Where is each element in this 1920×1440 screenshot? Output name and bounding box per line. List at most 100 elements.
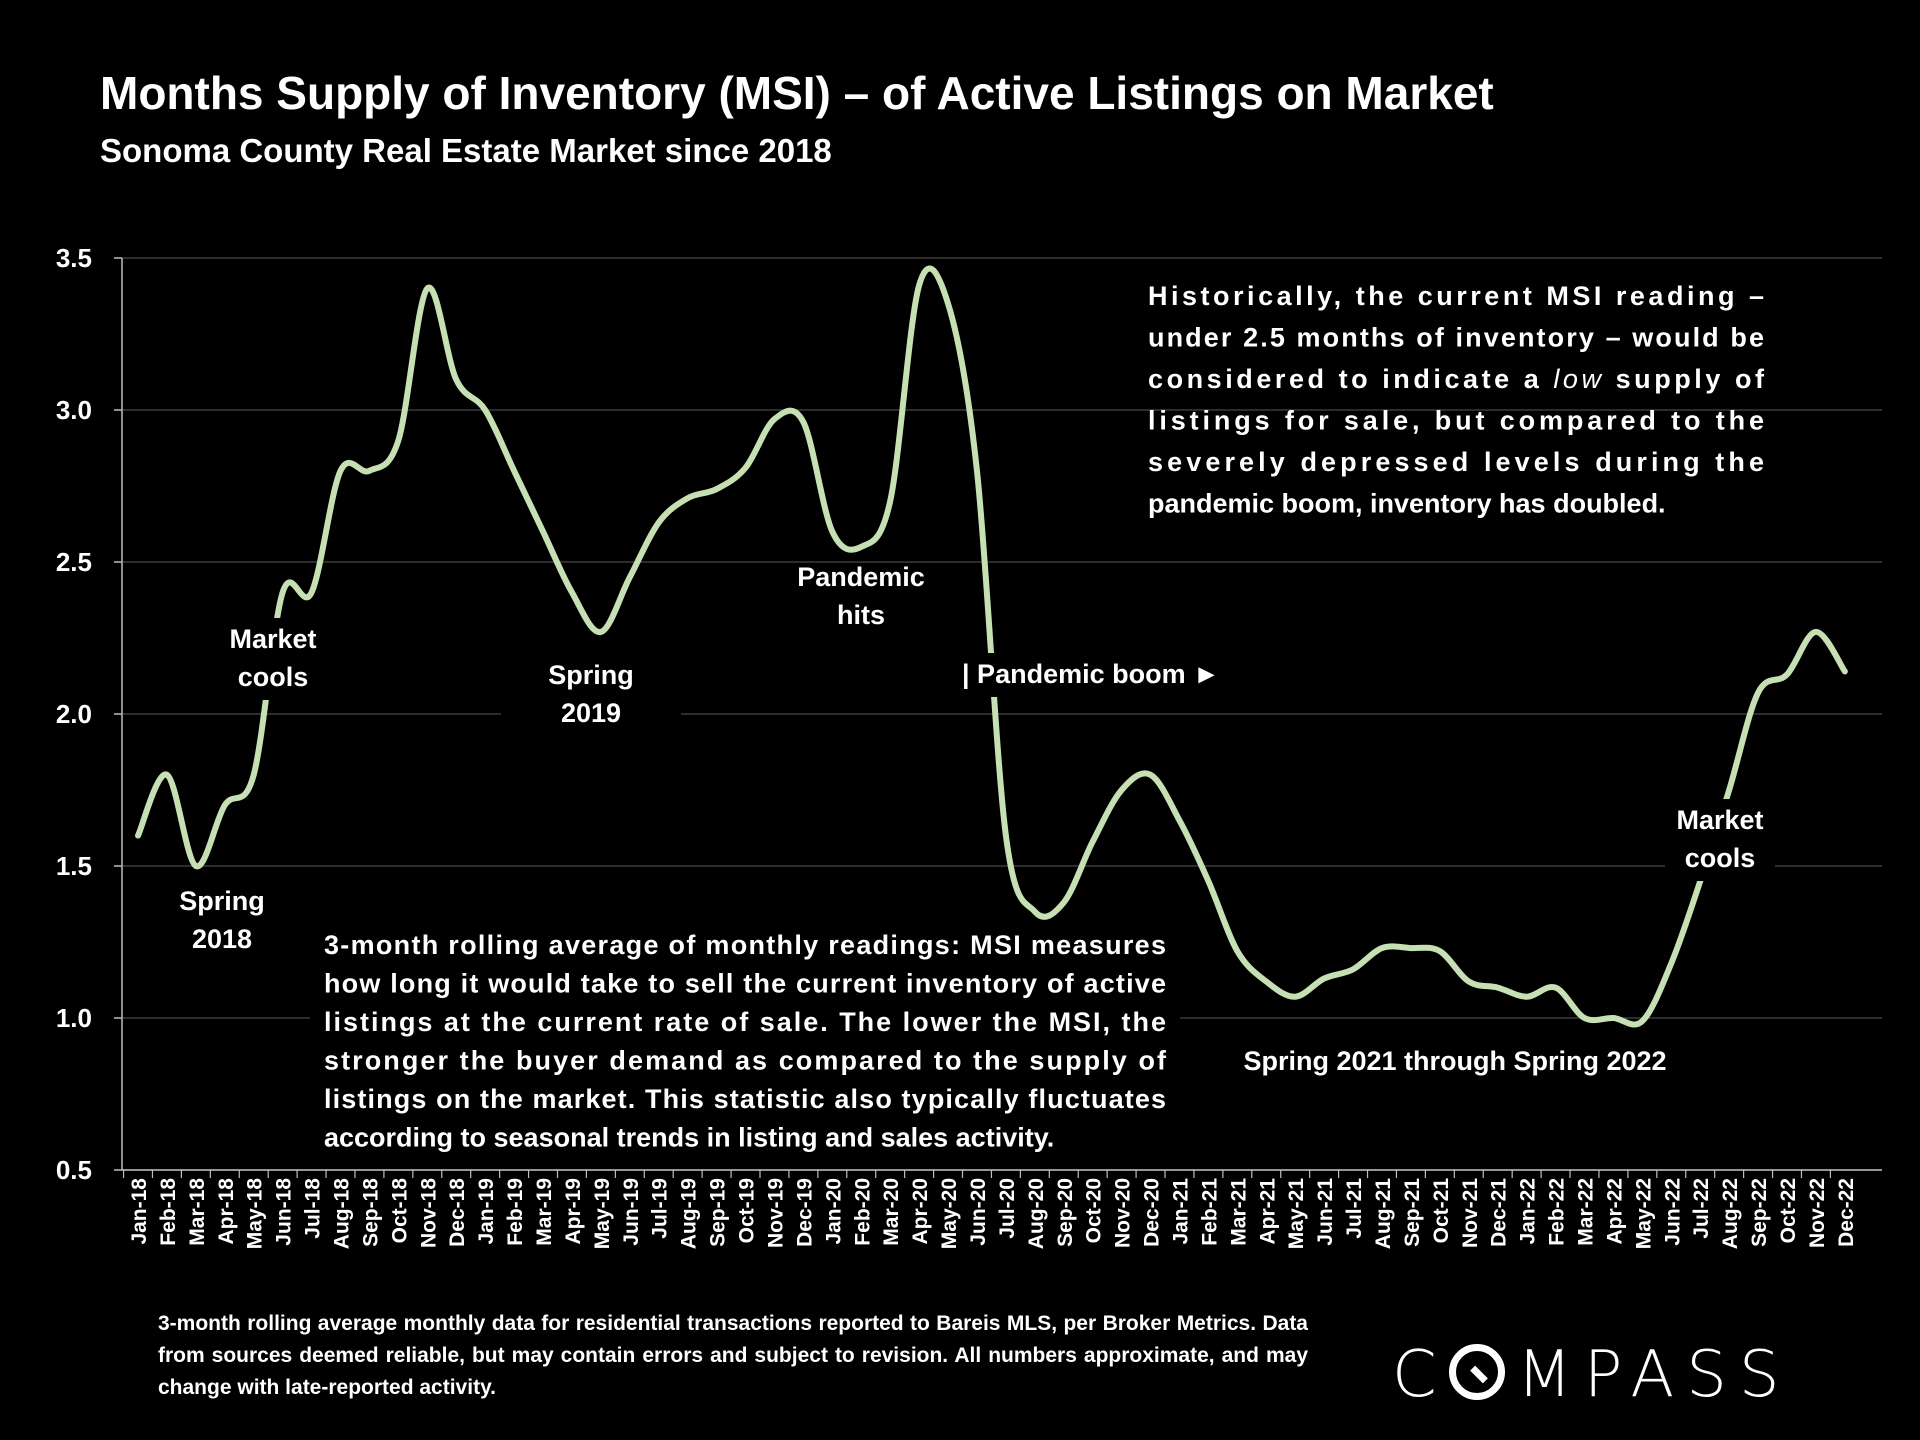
x-tick-label: Jul-18 (302, 1178, 325, 1239)
note-bottom-line: according to seasonal trends in listing … (324, 1123, 1054, 1153)
x-tick-label: Jun-19 (620, 1178, 643, 1246)
x-tick-label: Apr-19 (562, 1178, 585, 1245)
x-tick-label: May-20 (938, 1178, 961, 1249)
y-tick-label: 3.5 (56, 243, 92, 273)
y-tick-label: 1.5 (56, 851, 92, 881)
x-tick-label: Oct-22 (1777, 1178, 1800, 1243)
x-tick-label: Nov-18 (417, 1178, 440, 1248)
annotation-market_cools_2022: cools (1685, 843, 1756, 873)
x-tick-label: Dec-18 (446, 1178, 469, 1247)
x-tick-label: Mar-21 (1227, 1178, 1250, 1246)
note-top-right-line: listings for sale, but compared to the (1148, 406, 1764, 436)
x-tick-label: Aug-18 (331, 1178, 354, 1249)
x-tick-label: Mar-22 (1575, 1178, 1598, 1246)
x-tick-label: Mar-18 (186, 1178, 209, 1246)
annotation-bg (501, 654, 681, 736)
x-tick-label: Dec-22 (1835, 1178, 1858, 1247)
y-tick-label: 3.0 (56, 395, 92, 425)
annotation-market_cools_2018: cools (238, 662, 309, 692)
note-top-right-line: Historically, the current MSI reading – (1148, 281, 1764, 311)
y-tick-label: 2.0 (56, 699, 92, 729)
x-tick-label: Jul-19 (649, 1178, 672, 1239)
x-tick-label: Sep-19 (707, 1178, 730, 1247)
note-bottom-bg (310, 922, 1180, 1167)
x-tick-label: May-21 (1285, 1178, 1308, 1250)
x-tick-label: Jul-20 (996, 1178, 1019, 1239)
x-tick-label: Jun-18 (273, 1178, 296, 1246)
x-tick-label: Apr-20 (909, 1178, 932, 1245)
x-tick-label: Oct-19 (736, 1178, 759, 1243)
x-tick-label: Mar-20 (880, 1178, 903, 1246)
y-tick-label: 0.5 (56, 1155, 92, 1185)
annotation-pandemic_boom: | Pandemic boom ► (962, 659, 1220, 689)
x-tick-label: Feb-18 (157, 1178, 180, 1246)
x-tick-label: Mar-19 (533, 1178, 556, 1246)
footer-source-note: 3-month rolling average monthly data for… (158, 1312, 1308, 1399)
x-tick-label: Apr-18 (215, 1178, 238, 1245)
annotation-spring2019: 2019 (561, 698, 621, 728)
x-tick-label: Nov-21 (1459, 1178, 1482, 1248)
x-tick-label: Dec-21 (1488, 1178, 1511, 1247)
logo-prefix: C (1392, 1338, 1449, 1412)
compass-o-icon (1448, 1344, 1505, 1400)
note-top-right-line: pandemic boom, inventory has doubled. (1148, 489, 1666, 519)
x-tick-label: Jan-22 (1517, 1178, 1540, 1245)
x-tick-label: Nov-20 (1112, 1178, 1135, 1248)
x-tick-label: Oct-21 (1430, 1178, 1453, 1244)
chart-title: Months Supply of Inventory (MSI) – of Ac… (100, 67, 1494, 119)
x-tick-label: Jul-21 (1343, 1178, 1366, 1239)
note-bottom-line: how long it would take to sell the curre… (324, 969, 1166, 999)
x-tick-label: Sep-20 (1054, 1178, 1077, 1247)
note-bottom-line: listings on the market. This statistic a… (324, 1084, 1166, 1114)
y-tick-label: 2.5 (56, 547, 92, 577)
x-tick-label: Sep-18 (359, 1178, 382, 1247)
annotation-bg (223, 618, 323, 700)
x-tick-label: Feb-19 (504, 1178, 527, 1246)
x-tick-label: Sep-21 (1401, 1178, 1424, 1247)
annotation-bg (1665, 799, 1775, 881)
x-tick-label: May-22 (1632, 1178, 1655, 1249)
x-tick-label: Jan-19 (475, 1178, 498, 1245)
note-top-right-line: severely depressed levels during the (1148, 447, 1764, 477)
x-tick-label: Feb-21 (1198, 1178, 1221, 1246)
x-tick-label: Apr-22 (1603, 1178, 1626, 1245)
msi-series-line (135, 265, 1848, 1028)
x-tick-label: Feb-22 (1546, 1178, 1569, 1246)
logo-suffix: MPASS (1516, 1338, 1792, 1412)
x-tick-label: Jan-21 (1169, 1178, 1192, 1245)
x-tick-label: Apr-21 (1256, 1178, 1279, 1245)
y-tick-label: 1.0 (56, 1003, 92, 1033)
annotation-bg (954, 653, 1234, 697)
annotation-market_cools_2018: Market (229, 624, 316, 654)
annotation-spring2019: Spring (548, 660, 634, 690)
annotation-spring2021_2022: Spring 2021 through Spring 2022 (1243, 1046, 1666, 1076)
x-tick-label: Jul-22 (1690, 1178, 1713, 1239)
x-tick-label: May-18 (244, 1178, 267, 1250)
compass-logo: C MPASS (1392, 1338, 1791, 1412)
x-tick-label: Aug-19 (678, 1178, 701, 1249)
x-tick-label: Jan-18 (128, 1178, 151, 1245)
note-bottom-line: listings at the current rate of sale. Th… (324, 1007, 1166, 1037)
x-tick-label: Aug-21 (1372, 1178, 1395, 1249)
x-tick-label: Nov-19 (764, 1178, 787, 1248)
note-top-right-line: under 2.5 months of inventory – would be (1148, 323, 1764, 353)
annotation-spring2018: 2018 (192, 924, 252, 954)
x-tick-label: Nov-22 (1806, 1178, 1829, 1248)
note-top-right-line: considered to indicate a low supply of (1148, 364, 1765, 394)
x-tick-label: Jun-22 (1661, 1178, 1684, 1246)
note-bottom-line: 3-month rolling average of monthly readi… (324, 930, 1166, 960)
x-tick-label: Sep-22 (1748, 1178, 1771, 1247)
x-tick-label: Jan-20 (822, 1178, 845, 1245)
note-bottom-line: stronger the buyer demand as compared to… (324, 1046, 1167, 1076)
x-tick-label: Dec-19 (793, 1178, 816, 1247)
x-tick-label: Oct-20 (1083, 1178, 1106, 1243)
annotation-pandemic_hits: Pandemic (797, 562, 925, 592)
x-tick-label: Aug-22 (1719, 1178, 1742, 1249)
chart-subtitle: Sonoma County Real Estate Market since 2… (100, 132, 832, 169)
annotation-market_cools_2022: Market (1676, 805, 1763, 835)
annotation-pandemic_hits: hits (837, 600, 885, 630)
x-tick-label: Dec-20 (1141, 1178, 1164, 1247)
annotation-spring2018: Spring (179, 886, 265, 916)
x-tick-label: Feb-20 (851, 1178, 874, 1246)
